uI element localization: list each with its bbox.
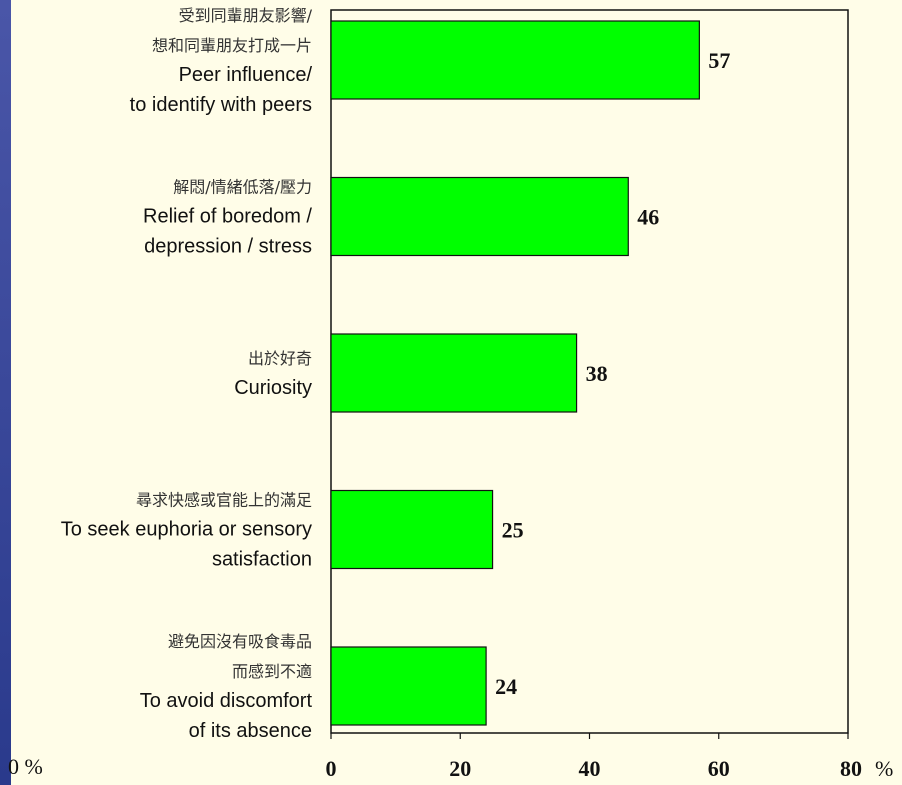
category-label-5-line-1: 避免因沒有吸食毒品 xyxy=(168,632,312,651)
category-label-1-line-3: Peer influence/ xyxy=(179,64,313,86)
category-label-2-line-2: Relief of boredom / xyxy=(143,206,312,228)
category-label-4-line-1: 尋求快感或官能上的滿足 xyxy=(136,491,312,510)
left-axis-label: 0 % xyxy=(8,754,43,779)
category-label-1-line-1: 受到同輩朋友影響/ xyxy=(179,6,313,25)
value-label-5: 24 xyxy=(495,674,517,699)
x-tick-label-20: 20 xyxy=(449,756,471,781)
category-label-1-line-2: 想和同輩朋友打成一片 xyxy=(152,36,312,55)
value-label-3: 38 xyxy=(586,361,608,386)
left-decorative-strip xyxy=(0,0,11,785)
value-label-4: 25 xyxy=(502,518,524,543)
x-tick-label-60: 60 xyxy=(708,756,730,781)
category-label-1-line-4: to identify with peers xyxy=(130,94,312,116)
bar-5 xyxy=(330,646,487,726)
bar-3 xyxy=(330,333,578,413)
value-label-1: 57 xyxy=(708,48,730,73)
category-label-4-line-3: satisfaction xyxy=(212,549,312,571)
category-label-2-line-1: 解悶/情緒低落/壓力 xyxy=(173,178,312,197)
x-tick-label-40: 40 xyxy=(579,756,601,781)
category-label-4-line-2: To seek euphoria or sensory xyxy=(61,519,312,541)
x-tick-label-80: 80 xyxy=(840,756,862,781)
right-axis-label: % xyxy=(875,756,893,781)
x-tick-label-0: 0 xyxy=(326,756,337,781)
category-label-3-line-1: 出於好奇 xyxy=(248,349,312,368)
bar-2 xyxy=(330,176,629,257)
bar-1 xyxy=(330,20,700,100)
category-label-2-line-3: depression / stress xyxy=(144,236,312,258)
category-label-5-line-2: 而感到不適 xyxy=(232,662,312,681)
category-label-5-line-3: To avoid discomfort xyxy=(140,690,313,712)
category-label-3-line-2: Curiosity xyxy=(234,377,312,399)
category-label-5-line-4: of its absence xyxy=(189,720,312,742)
bar-4 xyxy=(330,489,494,570)
value-label-2: 46 xyxy=(637,205,659,230)
